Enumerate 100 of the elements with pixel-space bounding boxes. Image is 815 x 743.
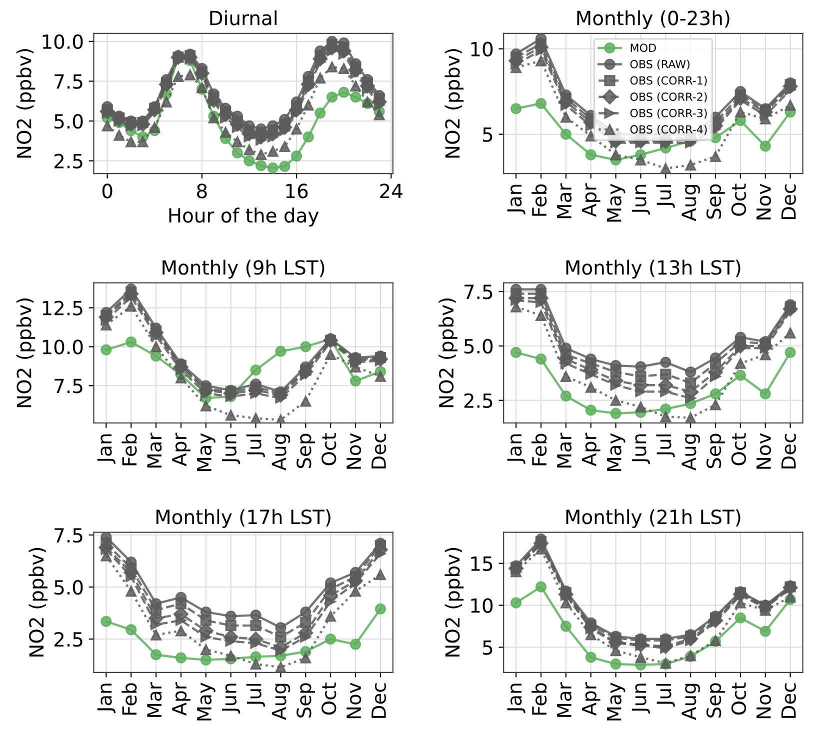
x-tick-label: Sep xyxy=(296,683,316,718)
x-tick-label: Feb xyxy=(122,434,137,466)
x-tick-label: 24 xyxy=(380,184,402,198)
x-tick-label: Nov xyxy=(756,184,772,220)
x-tick-label: Oct xyxy=(322,682,336,715)
y-tick-label: 10 xyxy=(471,42,493,56)
x-tick-label: Dec xyxy=(782,184,796,220)
y-axis-title: NO2 (ppbv) xyxy=(444,49,464,158)
x-tick-label: Dec xyxy=(782,434,796,468)
x-tick-label: Jun xyxy=(632,184,650,215)
y-tick-label: 5.0 xyxy=(464,338,493,354)
x-tick-label: Feb xyxy=(532,434,547,466)
legend-label: OBS (CORR-1) xyxy=(630,76,707,86)
x-tick-label: Nov xyxy=(346,433,362,469)
x-tick-label: Oct xyxy=(731,184,746,216)
y-tick-label: 2.5 xyxy=(464,393,492,408)
y-axis-title: NO2 (ppbv) xyxy=(16,49,36,158)
x-tick-label: Apr xyxy=(172,432,190,466)
x-tick-label: Mar xyxy=(557,682,572,717)
y-tick-label: 5.0 xyxy=(54,580,83,595)
x-tick-label: May xyxy=(606,433,626,472)
x-tick-label: Sep xyxy=(706,434,725,468)
x-tick-label: Dec xyxy=(372,683,386,718)
x-tick-label: Jun xyxy=(632,434,650,464)
y-tick-label: 5 xyxy=(483,640,492,655)
y-axis-title: NO2 (ppbv) xyxy=(16,298,36,408)
x-tick-label: May xyxy=(606,682,626,720)
x-tick-label: Jun xyxy=(222,684,240,714)
x-tick-label: Jan xyxy=(507,184,526,214)
x-tick-label: Oct xyxy=(731,682,746,715)
x-tick-label: Mar xyxy=(557,183,572,218)
x-tick-label: Jun xyxy=(222,434,240,464)
x-tick-label: Aug xyxy=(682,684,700,720)
x-tick-label: Oct xyxy=(322,433,336,466)
x-tick-label: Mar xyxy=(147,432,162,468)
y-axis-title: NO2 (ppbv) xyxy=(28,548,48,657)
chart-title: Monthly (0-23h) xyxy=(577,10,730,30)
x-tick-label: Dec xyxy=(782,683,796,718)
x-tick-label: Jul xyxy=(656,185,675,208)
y-tick-label: 7.5 xyxy=(54,528,82,543)
x-tick-label: Aug xyxy=(272,434,290,471)
x-tick-label: Nov xyxy=(756,433,772,469)
legend-label: OBS (CORR-4) xyxy=(630,124,707,135)
x-tick-label: Mar xyxy=(147,682,162,717)
x-tick-label: Jul xyxy=(246,434,266,458)
x-tick-label: Apr xyxy=(582,432,600,466)
x-tick-label: Jul xyxy=(656,684,675,707)
x-tick-label: Aug xyxy=(682,434,700,471)
legend-label: OBS (CORR-2) xyxy=(630,92,707,102)
y-tick-label: 7.5 xyxy=(464,284,492,300)
x-tick-label: Nov xyxy=(756,682,772,718)
x-tick-label: Apr xyxy=(582,682,600,716)
x-axis-title: Hour of the day xyxy=(169,208,319,226)
x-tick-label: Mar xyxy=(557,432,572,468)
x-tick-label: Jan xyxy=(97,684,116,714)
y-tick-label: 10.0 xyxy=(42,34,83,50)
x-tick-label: 8 xyxy=(197,184,207,198)
x-tick-label: Apr xyxy=(172,682,190,716)
legend-label: MOD xyxy=(630,44,656,52)
x-tick-label: Feb xyxy=(122,683,137,715)
y-tick-label: 10.0 xyxy=(42,340,83,354)
x-tick-label: Nov xyxy=(346,682,362,718)
x-tick-label: May xyxy=(197,433,216,472)
x-tick-label: 16 xyxy=(286,184,308,198)
chart-title: Monthly (17h LST) xyxy=(156,509,330,528)
x-tick-label: Sep xyxy=(296,434,316,468)
x-tick-label: Jun xyxy=(632,684,650,714)
y-tick-label: 2.5 xyxy=(54,632,82,647)
x-tick-label: May xyxy=(606,184,626,222)
x-tick-label: Jul xyxy=(246,684,266,707)
x-tick-label: Sep xyxy=(706,683,725,718)
y-axis-title: NO2 (ppbv) xyxy=(438,298,458,408)
x-tick-label: Apr xyxy=(582,183,600,217)
y-tick-label: 15 xyxy=(471,556,492,571)
y-tick-label: 7.5 xyxy=(54,74,82,89)
y-tick-label: 5 xyxy=(483,127,492,142)
x-tick-label: Aug xyxy=(682,185,700,222)
chart-title: Diurnal xyxy=(210,10,276,26)
legend-label: OBS (RAW) xyxy=(630,60,690,70)
x-tick-label: Sep xyxy=(706,184,725,219)
x-tick-label: Aug xyxy=(272,684,290,720)
chart-title: Monthly (21h LST) xyxy=(566,509,740,528)
y-tick-label: 7.5 xyxy=(54,378,82,394)
x-tick-label: Jul xyxy=(656,434,675,458)
y-tick-label: 12.5 xyxy=(42,300,82,316)
x-tick-label: Jan xyxy=(507,684,526,714)
x-tick-label: 0 xyxy=(102,184,112,198)
y-tick-label: 2.5 xyxy=(54,154,82,168)
x-tick-label: Dec xyxy=(372,434,386,468)
legend-label: OBS (CORR-3) xyxy=(630,108,707,119)
chart-title: Monthly (9h LST) xyxy=(162,260,324,279)
x-tick-label: Jan xyxy=(507,434,526,464)
x-tick-label: Jan xyxy=(97,434,116,464)
y-axis-title: NO2 (ppbv) xyxy=(444,548,464,657)
y-tick-label: 5.0 xyxy=(54,114,83,129)
y-tick-label: 10 xyxy=(471,598,493,613)
chart-title: Monthly (13h LST) xyxy=(566,260,740,279)
x-tick-label: Feb xyxy=(532,184,547,216)
x-tick-label: May xyxy=(197,682,216,720)
x-tick-label: Oct xyxy=(731,433,746,466)
